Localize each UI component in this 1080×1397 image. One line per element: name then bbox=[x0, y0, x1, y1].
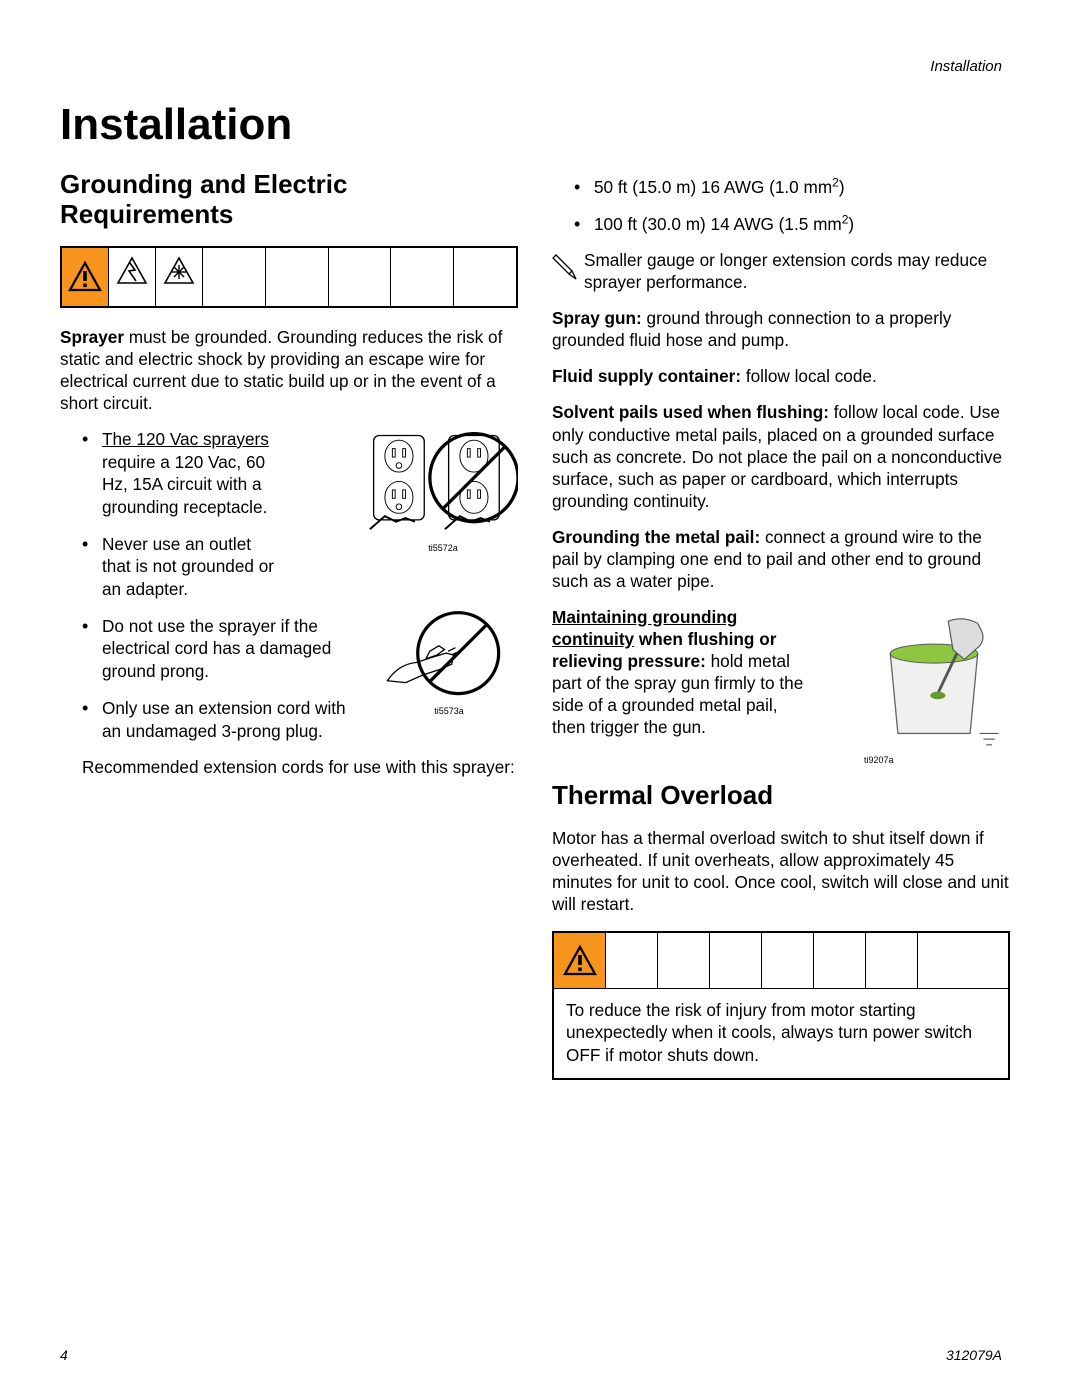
caution-triangle-icon bbox=[554, 933, 606, 988]
empty-cell bbox=[658, 933, 710, 988]
cord-specs-list: 50 ft (15.0 m) 16 AWG (1.0 mm2) 100 ft (… bbox=[574, 176, 1010, 235]
grounding-pail-paragraph: Grounding the metal pail: connect a grou… bbox=[552, 526, 1010, 592]
performance-note: Smaller gauge or longer extension cords … bbox=[552, 249, 1010, 293]
maintaining-grounding-paragraph: Maintaining grounding continuity when fl… bbox=[552, 606, 812, 738]
page-number: 4 bbox=[60, 1347, 68, 1363]
empty-cell bbox=[203, 248, 266, 306]
sprayer-grounding-paragraph: Sprayer must be grounded. Grounding redu… bbox=[60, 326, 518, 414]
sprayer-text: must be grounded. Grounding reduces the … bbox=[60, 327, 502, 413]
empty-cell bbox=[266, 248, 329, 306]
empty-cell bbox=[762, 933, 814, 988]
grounding-title: Grounding and Electric Requirements bbox=[60, 170, 518, 230]
bullet-no-adapter: Never use an outlet that is not grounded… bbox=[82, 533, 282, 601]
solvent-pails-paragraph: Solvent pails used when flushing: follow… bbox=[552, 401, 1010, 511]
sprayer-lead: Sprayer bbox=[60, 327, 124, 347]
thermal-paragraph: Motor has a thermal overload switch to s… bbox=[552, 827, 1010, 915]
fig-label-3: ti9207a bbox=[864, 755, 1010, 765]
warning-triangle-icon bbox=[62, 248, 109, 306]
page-title: Installation bbox=[60, 100, 1010, 150]
empty-cell bbox=[454, 248, 516, 306]
empty-cell bbox=[710, 933, 762, 988]
bullet-extension-3prong: Only use an extension cord with an undam… bbox=[82, 697, 352, 742]
cord-100ft: 100 ft (30.0 m) 14 AWG (1.5 mm2) bbox=[574, 213, 1010, 236]
left-column: Grounding and Electric Requirements bbox=[60, 170, 518, 1080]
pail-illustration: ti9207a bbox=[858, 608, 1010, 766]
bullet1-rest: require a 120 Vac, 60 Hz, 15A circuit wi… bbox=[102, 452, 267, 517]
header-section: Installation bbox=[930, 58, 1002, 75]
bullet-damaged-prong: Do not use the sprayer if the electrical… bbox=[82, 615, 352, 683]
fluid-container-paragraph: Fluid supply container: follow local cod… bbox=[552, 365, 1010, 387]
spark-icon bbox=[156, 248, 203, 306]
spray-gun-paragraph: Spray gun: ground through connection to … bbox=[552, 307, 1010, 351]
doc-number: 312079A bbox=[946, 1347, 1002, 1363]
empty-cell bbox=[391, 248, 454, 306]
empty-cell bbox=[329, 248, 392, 306]
empty-cell bbox=[606, 933, 658, 988]
cord-50ft: 50 ft (15.0 m) 16 AWG (1.0 mm2) bbox=[574, 176, 1010, 199]
pencil-icon bbox=[552, 251, 578, 283]
plug-illustration: ti5573a bbox=[380, 609, 518, 716]
fig-label-2: ti5573a bbox=[380, 706, 518, 716]
bullet-120vac: The 120 Vac sprayers require a 120 Vac, … bbox=[82, 428, 272, 519]
right-column: 50 ft (15.0 m) 16 AWG (1.0 mm2) 100 ft (… bbox=[552, 170, 1010, 1080]
empty-cell bbox=[918, 933, 1008, 988]
warning-icon-strip bbox=[60, 246, 518, 308]
empty-cell bbox=[866, 933, 918, 988]
two-column-layout: Grounding and Electric Requirements bbox=[60, 170, 1010, 1080]
caution-box: To reduce the risk of injury from motor … bbox=[552, 931, 1010, 1080]
fig-label-1: ti5572a bbox=[368, 543, 518, 553]
note-text: Smaller gauge or longer extension cords … bbox=[584, 249, 1010, 293]
empty-cell bbox=[814, 933, 866, 988]
caution-icon-row bbox=[554, 933, 1008, 989]
shock-icon bbox=[109, 248, 156, 306]
caution-text: To reduce the risk of injury from motor … bbox=[554, 989, 1008, 1078]
bullet1-underline: The 120 Vac sprayers bbox=[102, 429, 269, 449]
thermal-title: Thermal Overload bbox=[552, 781, 1010, 811]
page-footer: 4 312079A bbox=[60, 1347, 1002, 1363]
recommended-cords-intro: Recommended extension cords for use with… bbox=[82, 756, 518, 778]
outlet-illustration: ti5572a bbox=[368, 428, 518, 554]
